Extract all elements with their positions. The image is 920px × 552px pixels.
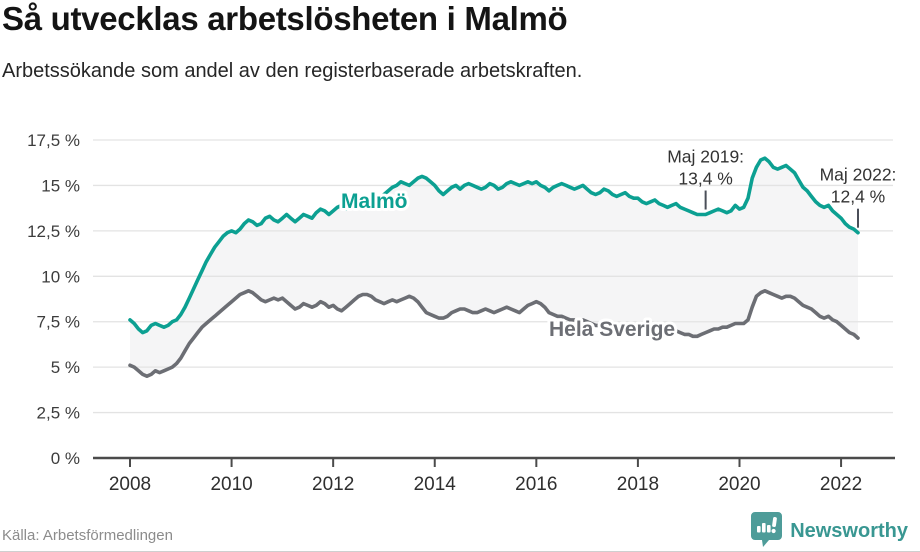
x-tick-label: 2018 — [617, 474, 659, 495]
x-tick-label: 2022 — [820, 474, 862, 495]
x-axis — [93, 456, 895, 467]
series-line-malmo — [128, 156, 860, 335]
x-tick-label: 2016 — [515, 474, 557, 495]
unemployment-line-chart: 0 % 2,5 % 5 % 7,5 % 10 % 12,5 % 15 % 17,5 % 2008… — [27, 131, 897, 495]
chart-subtitle: Arbetssökande som andel av den registerb… — [2, 60, 583, 82]
x-tick-label: 2014 — [414, 474, 457, 495]
x-tick-label: 2012 — [312, 474, 354, 495]
annotation-1: Maj 2022:12,4 % — [820, 165, 897, 228]
annotation-text: 13,4 % — [678, 169, 732, 189]
chart-area: 0 % 2,5 % 5 % 7,5 % 10 % 12,5 % 15 % 17,5 % 2008… — [0, 120, 920, 500]
y-tick-label: 17,5 % — [27, 131, 80, 150]
y-tick-label: 2,5 % — [37, 404, 80, 423]
annotation-0: Maj 2019:13,4 % — [667, 147, 744, 210]
y-tick-label: 0 % — [51, 449, 80, 468]
y-axis-labels: 0 % 2,5 % 5 % 7,5 % 10 % 12,5 % 15 % 17,5 % — [27, 131, 80, 468]
source-note: Källa: Arbetsförmedlingen — [2, 527, 173, 544]
x-tick-label: 2020 — [718, 474, 760, 495]
series-line-hela-sverige — [128, 289, 860, 379]
x-tick-label: 2008 — [109, 474, 151, 495]
newsworthy-wordmark: Newsworthy — [790, 520, 908, 542]
series-label-malmo: Malmö — [341, 190, 408, 213]
y-tick-label: 15 % — [41, 176, 80, 195]
x-tick-label: 2010 — [210, 474, 252, 495]
chart-title: Så utvecklas arbetslösheten i Malmö — [2, 0, 568, 37]
x-axis-labels: 2008 2010 2012 2014 2016 2018 2020 2022 — [109, 474, 862, 495]
newsworthy-icon — [750, 511, 783, 552]
y-tick-label: 7,5 % — [37, 313, 80, 332]
y-tick-label: 12,5 % — [27, 222, 80, 241]
y-tick-label: 5 % — [51, 358, 80, 377]
annotation-text: Maj 2019: — [667, 147, 744, 167]
gridlines — [93, 139, 893, 414]
y-tick-label: 10 % — [41, 267, 80, 286]
annotation-text: Maj 2022: — [820, 165, 897, 185]
annotation-text: 12,4 % — [831, 187, 885, 207]
newsworthy-logo[interactable]: Newsworthy — [750, 511, 908, 552]
series-label-hela-sverige: Hela Sverige — [549, 318, 675, 341]
